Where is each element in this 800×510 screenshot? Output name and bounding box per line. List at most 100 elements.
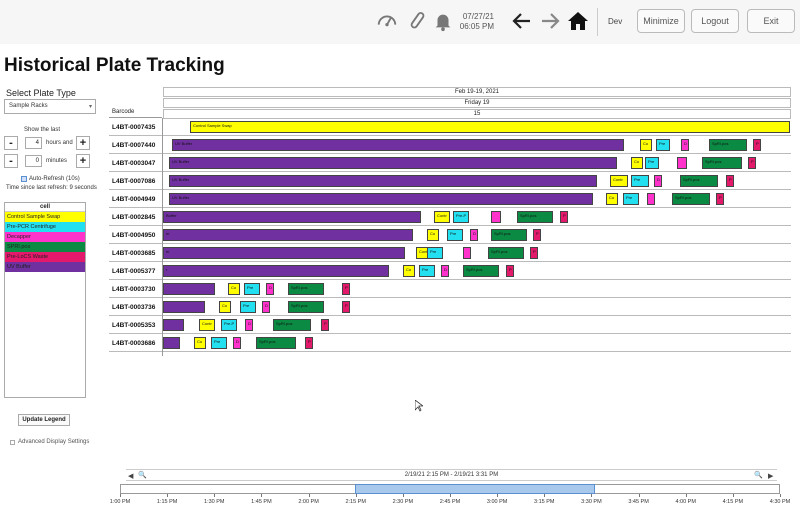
gantt-bar[interactable]: P xyxy=(342,301,350,313)
hours-increment-button[interactable]: + xyxy=(76,136,90,150)
gantt-bar[interactable]: UV Buffer xyxy=(169,157,617,169)
back-arrow-icon[interactable] xyxy=(510,9,534,33)
gantt-bar[interactable]: Pre xyxy=(645,157,659,169)
timeline-range-bar[interactable]: ◀ 🔍 2/19/21 2:15 PM - 2/19/21 3:31 PM 🔍 … xyxy=(126,469,777,481)
auto-refresh-toggle[interactable]: Auto-Refresh (10s) xyxy=(21,176,80,182)
gantt-bar[interactable]: P xyxy=(748,157,756,169)
gantt-bar[interactable]: Co xyxy=(640,139,652,151)
gantt-bar[interactable]: SpRI.pos xyxy=(680,175,718,187)
gantt-bar[interactable]: P xyxy=(506,265,514,277)
gantt-bar[interactable] xyxy=(463,247,471,259)
gantt-bar[interactable]: Contr xyxy=(610,175,628,187)
gantt-bar[interactable]: Pre xyxy=(447,229,463,241)
gantt-bar[interactable]: P xyxy=(530,247,538,259)
hours-input[interactable]: 4 xyxy=(25,137,42,149)
gantt-bar[interactable] xyxy=(647,193,655,205)
gantt-bar[interactable]: SpRI.pos xyxy=(463,265,499,277)
gantt-bar[interactable]: P xyxy=(716,193,724,205)
gantt-bar[interactable]: Contr xyxy=(434,211,450,223)
gantt-bar[interactable] xyxy=(163,319,184,331)
gantt-bar[interactable]: P xyxy=(321,319,329,331)
gantt-bar[interactable]: SpRI.pos xyxy=(491,229,527,241)
gantt-bar[interactable]: SpRI.pos xyxy=(273,319,311,331)
gantt-bar[interactable] xyxy=(163,337,180,349)
gantt-bar[interactable]: D xyxy=(262,301,270,313)
gantt-bar[interactable]: Co xyxy=(194,337,206,349)
gantt-bar[interactable]: SpRI.pos xyxy=(517,211,553,223)
gantt-bar[interactable]: Pre xyxy=(656,139,670,151)
plate-type-select[interactable]: Sample Racks ▾ xyxy=(4,99,96,114)
gantt-bar[interactable]: Buffer xyxy=(163,211,421,223)
gantt-bar[interactable]: Co xyxy=(427,229,439,241)
gantt-bar[interactable]: er xyxy=(163,229,413,241)
minutes-increment-button[interactable]: + xyxy=(76,154,90,168)
hours-decrement-button[interactable]: - xyxy=(4,136,18,150)
gantt-bar[interactable]: SpRI.pos xyxy=(288,283,324,295)
gantt-bar[interactable]: er xyxy=(163,247,405,259)
gantt-bar[interactable]: Pre xyxy=(419,265,435,277)
gantt-bar[interactable]: Pre-P xyxy=(221,319,237,331)
update-legend-button[interactable]: Update Legend xyxy=(18,414,70,426)
gantt-bar[interactable]: SpRI.pos xyxy=(709,139,747,151)
gantt-bar[interactable]: D xyxy=(470,229,478,241)
gantt-bar[interactable]: SpRI.pos xyxy=(702,157,742,169)
gantt-bar[interactable]: SpRI.pos xyxy=(488,247,524,259)
minutes-input[interactable]: 0 xyxy=(25,155,42,167)
gantt-bar[interactable]: SpRI.pos xyxy=(672,193,710,205)
date-text: 07/27/21 xyxy=(462,12,494,21)
forward-arrow-icon[interactable] xyxy=(538,9,562,33)
logout-button[interactable]: Logout xyxy=(691,9,739,33)
timeline-window-handle[interactable] xyxy=(355,484,595,494)
gantt-bar[interactable] xyxy=(163,283,215,295)
gantt-bar[interactable]: P xyxy=(305,337,313,349)
gantt-bar[interactable]: Co xyxy=(631,157,643,169)
exit-button[interactable]: Exit xyxy=(747,9,795,33)
gantt-bar[interactable]: P xyxy=(342,283,350,295)
advanced-settings-toggle[interactable]: Advanced Display Settings xyxy=(10,439,89,445)
scroll-left-icon[interactable]: ◀ xyxy=(128,473,134,480)
gantt-bar[interactable]: Pre xyxy=(623,193,639,205)
gantt-bar[interactable]: Co xyxy=(606,193,618,205)
gantt-bar[interactable]: r xyxy=(163,265,389,277)
gantt-bar[interactable] xyxy=(491,211,501,223)
zoom-out-icon[interactable]: 🔍 xyxy=(138,472,147,479)
gantt-bar[interactable]: P xyxy=(726,175,734,187)
gantt-bar[interactable]: Control Sample Swap xyxy=(190,121,790,133)
home-icon[interactable] xyxy=(566,9,590,33)
gantt-bar[interactable]: Contr xyxy=(199,319,215,331)
gantt-bar[interactable]: D xyxy=(245,319,253,331)
gantt-bar[interactable]: UV Buffer xyxy=(169,175,597,187)
gantt-bar[interactable]: P xyxy=(753,139,761,151)
gantt-bar[interactable]: SpRI.pos xyxy=(288,301,324,313)
gantt-bar[interactable] xyxy=(677,157,687,169)
bell-icon[interactable] xyxy=(432,10,454,32)
gantt-bar[interactable]: Pre xyxy=(427,247,443,259)
checkbox-icon[interactable] xyxy=(10,439,15,445)
gantt-bar[interactable]: Pre xyxy=(244,283,260,295)
gantt-bar[interactable]: D xyxy=(681,139,689,151)
gantt-bar[interactable]: D xyxy=(654,175,662,187)
gantt-bar[interactable]: D xyxy=(441,265,449,277)
gantt-bar[interactable]: Pre xyxy=(631,175,649,187)
gantt-bar[interactable]: Pre xyxy=(211,337,227,349)
gantt-bar[interactable]: Co xyxy=(403,265,415,277)
dashboard-gauge-icon[interactable] xyxy=(376,10,398,32)
gantt-bar[interactable]: SpRI.pos xyxy=(256,337,296,349)
gantt-bar[interactable]: Co xyxy=(219,301,231,313)
gantt-bar[interactable]: P xyxy=(560,211,568,223)
zoom-in-icon[interactable]: 🔍 xyxy=(754,472,763,479)
gantt-bar[interactable] xyxy=(163,301,205,313)
gantt-bar[interactable]: D xyxy=(233,337,241,349)
scroll-right-icon[interactable]: ▶ xyxy=(768,473,774,480)
gantt-bar[interactable]: UV Buffer xyxy=(169,193,593,205)
gantt-bar[interactable]: D xyxy=(266,283,274,295)
checkbox-checked-icon[interactable] xyxy=(21,176,27,182)
minimize-button[interactable]: Minimize xyxy=(637,9,685,33)
test-tube-icon[interactable] xyxy=(406,10,428,32)
gantt-bar[interactable]: P xyxy=(533,229,541,241)
gantt-bar[interactable]: UV Buffer xyxy=(172,139,624,151)
gantt-bar[interactable]: Pre-P xyxy=(453,211,469,223)
minutes-decrement-button[interactable]: - xyxy=(4,154,18,168)
gantt-bar[interactable]: Pre xyxy=(240,301,256,313)
gantt-bar[interactable]: Co xyxy=(228,283,240,295)
